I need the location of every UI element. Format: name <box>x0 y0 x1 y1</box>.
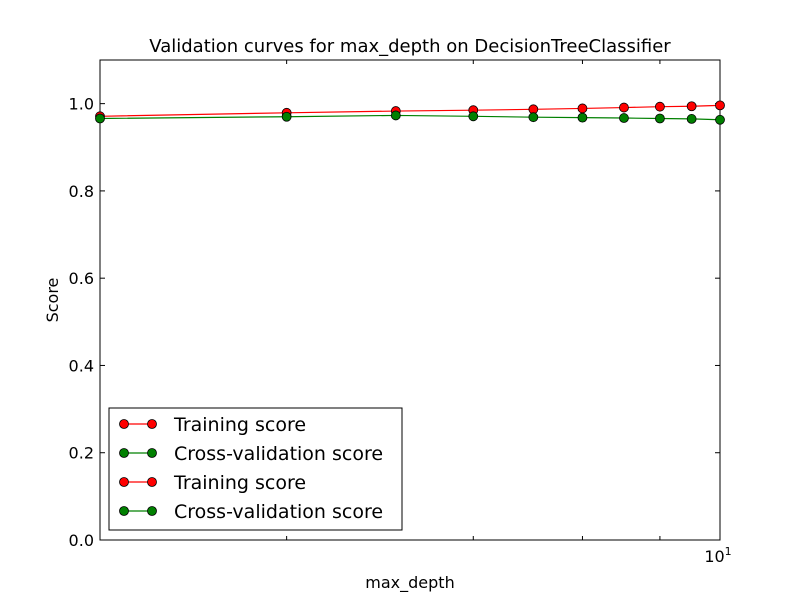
x-tick-label-exponent: 1 <box>725 545 732 558</box>
legend-marker <box>119 506 129 516</box>
y-tick-label: 0.6 <box>69 269 94 288</box>
data-point <box>390 110 401 121</box>
y-tick-label: 0.2 <box>69 444 94 463</box>
data-point <box>686 114 697 124</box>
legend-marker <box>119 448 129 458</box>
legend: Training score Cross-validation score Trai… <box>108 407 403 531</box>
data-point <box>95 113 105 124</box>
data-point <box>577 112 588 123</box>
legend-label: Training score <box>173 472 306 494</box>
data-point <box>619 102 629 113</box>
x-tick-label: 101 <box>704 545 731 566</box>
legend-marker <box>147 506 157 516</box>
legend-label: Cross-validation score <box>174 443 383 465</box>
x-axis: 101 <box>286 60 732 566</box>
y-tick-label: 0.0 <box>69 531 94 550</box>
legend-label: Cross-validation score <box>174 501 383 523</box>
data-point <box>655 101 665 112</box>
data-point <box>655 113 665 124</box>
legend-marker <box>147 419 157 429</box>
legend-label: Training score <box>173 414 306 436</box>
legend-marker <box>119 477 129 487</box>
data-point <box>619 113 629 123</box>
data-point <box>577 103 588 114</box>
data-point <box>686 101 697 112</box>
y-axis: 0.0 0.2 0.4 0.6 0.8 1.0 <box>69 95 720 550</box>
data-point <box>281 111 292 122</box>
x-axis-label: max_depth <box>365 573 454 593</box>
legend-marker <box>119 419 129 429</box>
y-tick-label: 0.8 <box>69 182 94 201</box>
y-axis-label: Score <box>43 278 62 323</box>
series-line-0 <box>99 104 721 117</box>
legend-box <box>108 407 403 531</box>
data-point <box>468 111 479 122</box>
legend-marker <box>147 448 157 458</box>
data-point <box>715 100 725 111</box>
y-tick-label: 1.0 <box>69 95 94 114</box>
data-point <box>528 112 539 123</box>
x-tick-label-base: 10 <box>704 547 724 566</box>
chart-title: Validation curves for max_depth on Decis… <box>149 36 671 57</box>
series-line-1 <box>99 114 721 121</box>
y-tick-label: 0.4 <box>69 356 94 375</box>
data-point <box>715 114 725 125</box>
series-layer <box>95 100 725 125</box>
legend-marker <box>147 477 157 487</box>
